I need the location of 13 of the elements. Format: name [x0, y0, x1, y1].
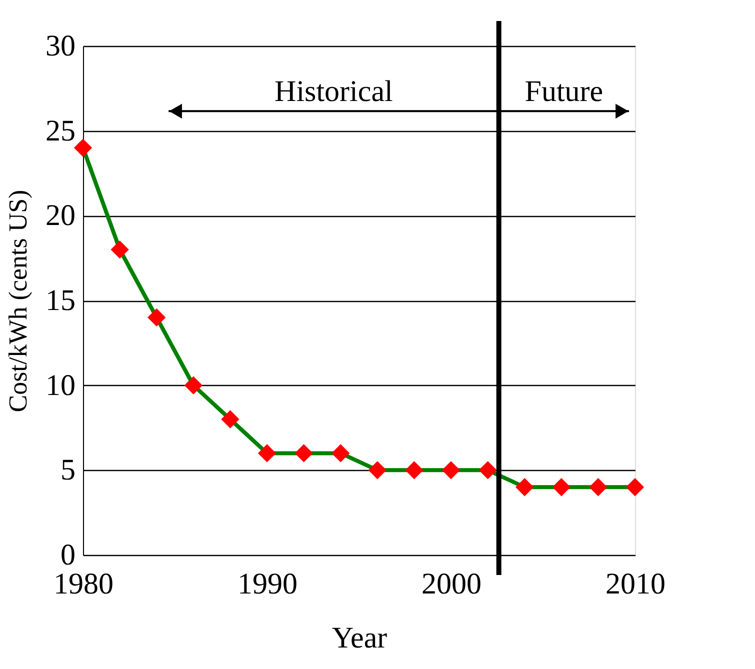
x-tick-label: 2010 — [606, 568, 666, 600]
y-tick-label: 15 — [46, 284, 76, 317]
y-tick-label: 5 — [60, 454, 76, 487]
x-tick-label: 1990 — [238, 568, 298, 600]
y-tick-label: 25 — [46, 114, 76, 148]
x-tick-label: 2000 — [422, 568, 482, 600]
y-tick-label: 20 — [46, 199, 76, 232]
annotation: Future — [524, 75, 604, 108]
y-axis-title: Cost/kWh (cents US) — [4, 190, 32, 412]
y-tick-label: 10 — [46, 368, 76, 402]
y-tick-label: 30 — [46, 30, 76, 62]
x-axis-title: Year — [332, 622, 388, 654]
annotation: Historical — [274, 75, 393, 108]
